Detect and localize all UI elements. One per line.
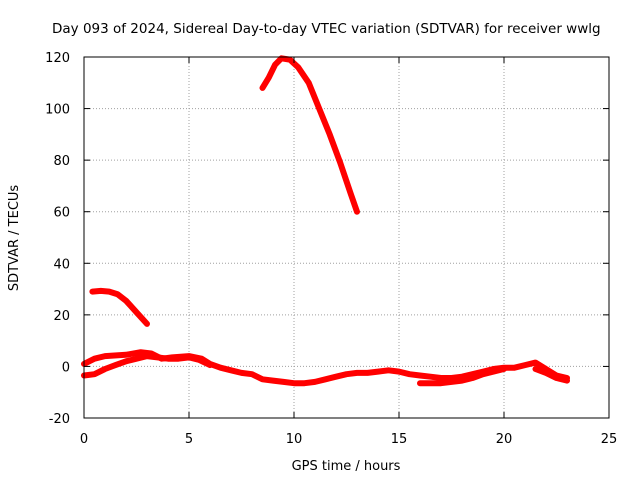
y-tick-label: 40 [53,257,70,272]
x-tick-label: 15 [391,432,408,447]
y-tick-label: 0 [62,360,70,375]
y-tick-label: 60 [53,206,70,221]
x-tick-label: 25 [601,432,618,447]
x-tick-label: 0 [80,432,88,447]
y-tick-label: 20 [53,309,70,324]
x-tick-label: 10 [286,432,303,447]
y-axis-label: SDTVAR / TECUs [7,185,22,292]
series-layer [81,55,570,387]
tick-layer: 0 5 10 15 20 25 -20 0 20 40 60 80 100 120 [45,51,617,447]
x-tick-label: 5 [185,432,193,447]
series-line-high-arc [259,55,360,215]
series-line-late-segment [417,366,507,387]
plot-frame [83,56,610,419]
y-tick-label: -20 [49,412,70,427]
series-line-end-segment [532,366,570,384]
chart-title: Day 093 of 2024, Sidereal Day-to-day VTE… [52,21,601,37]
y-tick-label: 100 [45,103,70,118]
x-axis-label: GPS time / hours [292,459,401,474]
x-tick-label: 20 [496,432,513,447]
y-tick-label: 80 [53,154,70,169]
series-line-low-band-lower [81,353,213,379]
series-line-mid-arc [89,287,150,327]
y-tick-label: 120 [45,51,70,66]
grid-layer [84,57,609,418]
